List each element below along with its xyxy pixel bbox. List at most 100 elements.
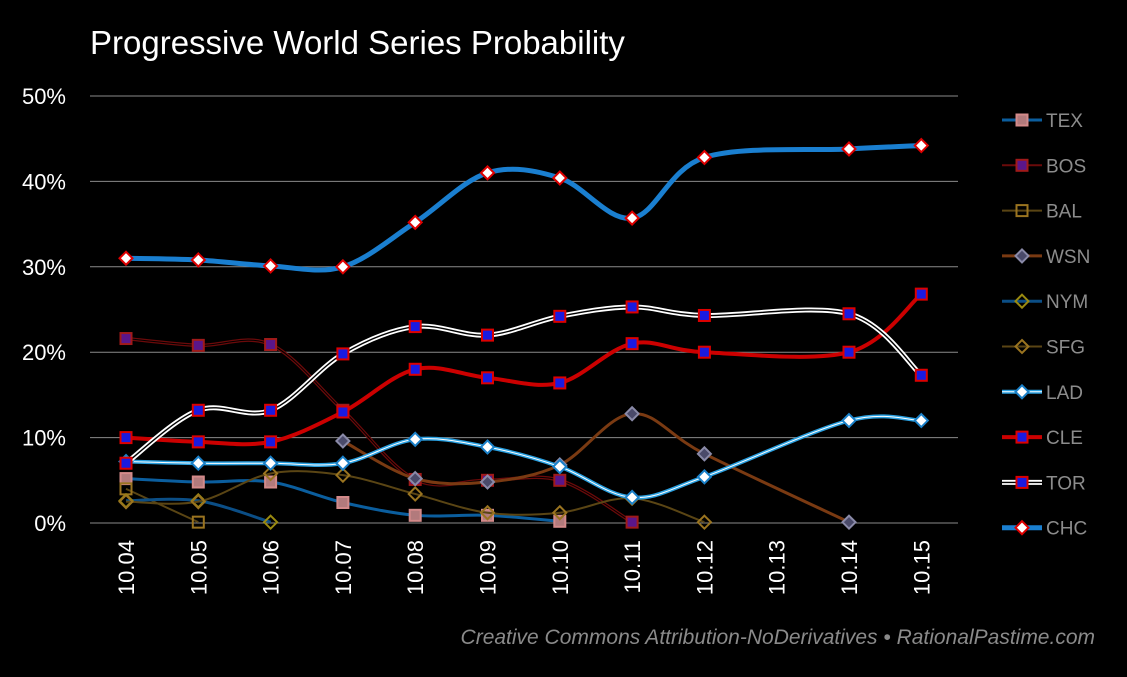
data-point-wsn-10.09 [479, 474, 496, 490]
data-point-tex-10.10 [553, 514, 567, 528]
data-point-tor-10.15 [914, 368, 928, 382]
series-cle [119, 287, 928, 449]
series-line-bos-outer [125, 336, 633, 524]
data-point-lad-10.09 [479, 439, 496, 455]
legend-marker-bal [1015, 204, 1029, 218]
x-tick-label: 10.04 [114, 540, 139, 595]
data-point-cle-10.11 [625, 337, 639, 351]
data-point-sfg-10.06 [262, 465, 279, 482]
legend-marker-nym [1014, 293, 1030, 310]
legend-item-bal: BAL [1002, 202, 1082, 223]
series-lad [118, 412, 930, 506]
legend-marker-wsn [1014, 247, 1030, 264]
data-point-lad-10.08 [407, 431, 424, 448]
legend-label-bos: BOS [1046, 156, 1086, 177]
y-tick-label: 40% [22, 169, 66, 194]
data-point-lad-10.14 [841, 412, 857, 429]
data-point-cle-10.12 [697, 345, 711, 359]
data-point-cle-10.14 [842, 345, 856, 359]
data-point-tor-10.12 [697, 308, 711, 322]
credit-line: Creative Commons Attribution-NoDerivativ… [460, 626, 1095, 649]
chart-title: Progressive World Series Probability [90, 24, 625, 61]
data-point-cle-10.09 [481, 371, 494, 385]
data-point-sfg-10.09 [479, 504, 496, 521]
data-point-sfg-10.07 [334, 467, 351, 484]
data-point-sfg-10.08 [407, 486, 424, 502]
data-point-chc-10.04 [118, 250, 134, 267]
series-tex [119, 472, 567, 528]
x-tick-label: 10.08 [403, 540, 428, 595]
series-line-cle [125, 292, 923, 447]
series-wsn [334, 405, 857, 531]
data-point-bos-10.05 [191, 338, 205, 352]
data-point-tex-10.05 [191, 475, 205, 489]
data-point-tex-10.09 [481, 508, 494, 522]
legend-marker-bos [1015, 158, 1029, 172]
series-chc [118, 137, 930, 275]
x-tick-label: 10.06 [259, 540, 284, 595]
data-point-bos-10.06 [264, 338, 278, 352]
data-point-bos-10.04 [119, 332, 133, 346]
legend-label-tor: TOR [1046, 473, 1086, 494]
data-point-sfg-10.12 [696, 514, 713, 531]
legend-item-chc: CHC [1002, 519, 1087, 540]
series-line-chc [125, 143, 922, 273]
data-point-wsn-10.08 [407, 470, 424, 487]
data-point-chc-10.11 [624, 210, 641, 227]
legend-marker-tor [1015, 475, 1029, 489]
data-point-bos-10.10 [553, 473, 567, 487]
legend-item-lad: LAD [1002, 383, 1083, 404]
series-line-bal [125, 487, 199, 524]
data-point-wsn-10.11 [624, 405, 641, 422]
data-point-bal-10.05 [191, 515, 205, 529]
legend-label-chc: CHC [1046, 519, 1087, 540]
x-tick-label: 10.12 [692, 540, 717, 595]
legend-item-tor: TOR [1002, 473, 1086, 494]
legend-item-cle: CLE [1002, 428, 1083, 449]
x-tick-label: 10.13 [765, 540, 790, 595]
y-tick-label: 20% [22, 340, 66, 365]
data-point-tex-10.08 [408, 508, 422, 522]
data-point-nym-10.06 [262, 514, 279, 531]
x-axis: 10.04 10.05 10.06 10.07 10.08 10.09 10.10 10.11… [114, 540, 934, 595]
legend-label-wsn: WSN [1046, 247, 1090, 268]
legend-item-sfg: SFG [1002, 338, 1085, 359]
data-point-lad-10.12 [696, 468, 713, 485]
data-point-chc-10.14 [841, 141, 857, 157]
data-point-chc-10.12 [696, 149, 713, 166]
legend-label-lad: LAD [1046, 383, 1083, 404]
data-point-sfg-10.05 [190, 493, 207, 510]
x-tick-label: 10.11 [620, 540, 645, 593]
data-point-tor-10.14 [842, 307, 856, 321]
data-point-tor-10.08 [408, 320, 422, 334]
data-point-chc-10.07 [334, 258, 351, 275]
data-point-lad-10.10 [551, 458, 568, 475]
data-point-tor-10.09 [481, 328, 494, 342]
data-point-cle-10.06 [264, 435, 278, 449]
series-line-bos [125, 338, 633, 523]
legend-item-nym: NYM [1002, 292, 1088, 313]
series-line-lad [125, 415, 922, 499]
series-layer [118, 137, 930, 531]
series-line-sfg [125, 470, 705, 524]
data-point-lad-10.06 [262, 455, 279, 472]
x-tick-label: 10.07 [331, 540, 356, 595]
data-point-lad-10.15 [913, 412, 930, 429]
legend: TEX BOS BAL WSN NYM SFG LAD CLE TOR CHC [1002, 111, 1090, 540]
legend-marker-sfg [1014, 338, 1030, 355]
y-tick-label: 30% [22, 255, 66, 280]
legend-label-bal: BAL [1046, 202, 1082, 223]
data-point-lad-10.07 [334, 455, 351, 472]
legend-marker-chc [1014, 519, 1030, 536]
data-point-lad-10.05 [190, 455, 207, 472]
data-point-chc-10.06 [262, 258, 279, 274]
legend-label-cle: CLE [1046, 428, 1083, 449]
data-point-chc-10.15 [913, 137, 930, 154]
legend-item-wsn: WSN [1002, 247, 1090, 268]
data-point-tor-10.05 [191, 403, 205, 417]
data-point-cle-10.15 [914, 287, 928, 301]
series-tor [119, 300, 928, 470]
data-point-cle-10.04 [119, 431, 133, 445]
